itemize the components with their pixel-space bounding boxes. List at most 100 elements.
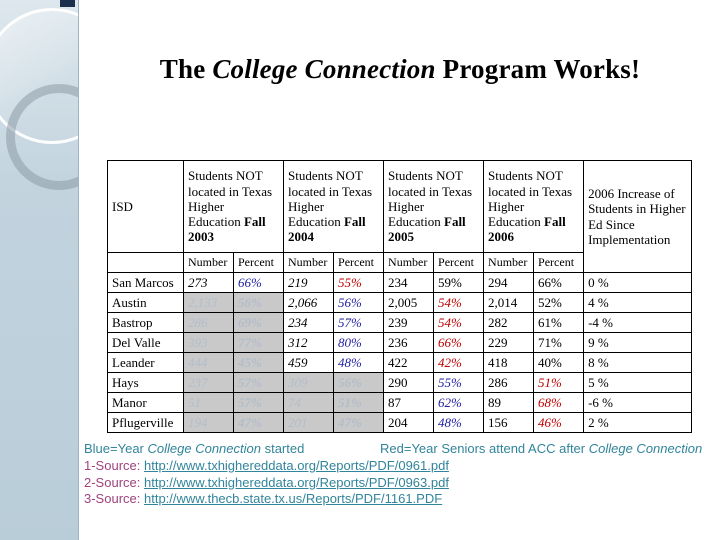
source-link[interactable]: http://www.thecb.state.tx.us/Reports/PDF… bbox=[144, 491, 443, 506]
isd-name: Leander bbox=[107, 352, 184, 373]
cell: 312 bbox=[283, 332, 335, 353]
title-italic: College Connection bbox=[212, 54, 436, 84]
table-row: San Marcos 273 66% 219 55% 234 59% 294 6… bbox=[107, 272, 693, 293]
cell: 2,005 bbox=[383, 292, 435, 313]
cell: 48% bbox=[333, 352, 385, 373]
subheader-number: Number bbox=[183, 252, 234, 273]
cell: 459 bbox=[283, 352, 335, 373]
subheader-percent: Percent bbox=[232, 252, 285, 273]
cell: 46% bbox=[533, 412, 585, 433]
cell: 66% bbox=[433, 332, 485, 353]
cell-hidden: 194 bbox=[183, 412, 234, 433]
cell: 61% bbox=[533, 312, 585, 333]
cell: 87 bbox=[383, 392, 435, 413]
cell: 59% bbox=[433, 272, 485, 293]
page-title: The College Connection Program Works! bbox=[90, 54, 710, 85]
cell: 40% bbox=[533, 352, 585, 373]
cell-hidden: 56% bbox=[232, 292, 285, 313]
isd-name: San Marcos bbox=[107, 272, 184, 293]
isd-name: Bastrop bbox=[107, 312, 184, 333]
cell: 55% bbox=[433, 372, 485, 393]
cell: 204 bbox=[383, 412, 435, 433]
legend-red-italic: College Connection bbox=[588, 441, 703, 456]
legend-red-pre: Red=Year Seniors attend ACC after bbox=[380, 441, 589, 456]
cell: 80% bbox=[333, 332, 385, 353]
increase-cell: 0 % bbox=[583, 272, 693, 293]
cell-hidden: 51% bbox=[333, 392, 385, 413]
source-link[interactable]: http://www.txhighereddata.org/Reports/PD… bbox=[144, 458, 449, 473]
subheader-number: Number bbox=[483, 252, 535, 273]
increase-cell: 8 % bbox=[583, 352, 693, 373]
title-part1: The bbox=[159, 54, 213, 84]
corner-accent-block bbox=[60, 0, 75, 7]
cell: 422 bbox=[383, 352, 435, 373]
increase-header-cell: 2006 Increase of Students in Higher Ed S… bbox=[583, 160, 693, 273]
cell-hidden: 57% bbox=[232, 372, 285, 393]
source-line-2: 2-Source: http://www.txhighereddata.org/… bbox=[84, 475, 716, 492]
cell: 219 bbox=[283, 272, 335, 293]
cell-hidden: 77% bbox=[232, 332, 285, 353]
cell-hidden: 69% bbox=[232, 312, 285, 333]
year-header-bold: Fall 2003 bbox=[188, 214, 266, 245]
empty-cell bbox=[107, 252, 184, 273]
cell-hidden: 286 bbox=[183, 312, 234, 333]
table-subheader-row: Number Percent Number Percent Number Per… bbox=[107, 252, 692, 273]
year-header-2005: Students NOT located in Texas Higher Edu… bbox=[383, 160, 485, 253]
cell-hidden: 47% bbox=[333, 412, 385, 433]
cell: 156 bbox=[483, 412, 535, 433]
isd-header-cell: ISD bbox=[107, 160, 184, 253]
legend-blue: Blue=Year College Connection started bbox=[84, 441, 304, 456]
subheader-percent: Percent bbox=[333, 252, 385, 273]
cell: 55% bbox=[333, 272, 385, 293]
year-header-bold: Fall 2005 bbox=[388, 214, 466, 245]
increase-cell: 2 % bbox=[583, 412, 693, 433]
cell: 273 bbox=[183, 272, 234, 293]
cell: 57% bbox=[333, 312, 385, 333]
year-header-bold: Fall 2006 bbox=[488, 214, 566, 245]
cell-hidden: 74 bbox=[283, 392, 335, 413]
decorative-circle-gray-icon bbox=[6, 84, 78, 190]
cell: 418 bbox=[483, 352, 535, 373]
table-header-row: ISD Students NOT located in Texas Higher… bbox=[107, 160, 693, 273]
year-header-2003: Students NOT located in Texas Higher Edu… bbox=[182, 160, 285, 253]
cell-hidden: 2,133 bbox=[183, 292, 234, 313]
source-label: 2-Source: bbox=[84, 474, 141, 490]
table-row: Pflugerville 194 47% 201 47% 204 48% 156… bbox=[107, 412, 693, 433]
table-row: Del Valle 393 77% 312 80% 236 66% 229 71… bbox=[107, 332, 693, 353]
cell: 89 bbox=[483, 392, 535, 413]
source-label: 1-Source: bbox=[84, 458, 141, 473]
cell-hidden: 57% bbox=[232, 392, 285, 413]
isd-name: Manor bbox=[107, 392, 184, 413]
cell: 286 bbox=[483, 372, 535, 393]
table-row: Hays 237 57% 309 56% 290 55% 286 51% 5 % bbox=[107, 372, 693, 393]
isd-name: Pflugerville bbox=[107, 412, 184, 433]
cell: 48% bbox=[433, 412, 485, 433]
cell: 51% bbox=[533, 372, 585, 393]
subheader-percent: Percent bbox=[433, 252, 485, 273]
cell-hidden: 47% bbox=[232, 412, 285, 433]
isd-name: Hays bbox=[107, 372, 184, 393]
cell: 290 bbox=[383, 372, 435, 393]
cell-hidden: 393 bbox=[183, 332, 234, 353]
cell: 62% bbox=[433, 392, 485, 413]
slide-sidebar bbox=[0, 0, 79, 540]
increase-cell: -4 % bbox=[583, 312, 693, 333]
year-header-text: Students NOT located in Texas Higher Edu… bbox=[388, 168, 473, 230]
table-row: Austin 2,133 56% 2,066 56% 2,005 54% 2,0… bbox=[107, 292, 693, 313]
subheader-number: Number bbox=[383, 252, 435, 273]
legend-blue-post: started bbox=[260, 441, 305, 456]
source-link[interactable]: http://www.txhighereddata.org/Reports/PD… bbox=[144, 474, 449, 490]
cell: 56% bbox=[333, 292, 385, 313]
cell: 2,066 bbox=[283, 292, 335, 313]
year-header-bold: Fall 2004 bbox=[288, 214, 366, 245]
increase-cell: 9 % bbox=[583, 332, 693, 353]
year-header-text: Students NOT located in Texas Higher Edu… bbox=[188, 168, 273, 230]
table-row: Leander 444 45% 459 48% 422 42% 418 40% … bbox=[107, 352, 693, 373]
legend-blue-pre: Blue=Year bbox=[84, 441, 148, 456]
cell: 54% bbox=[433, 312, 485, 333]
cell-hidden: 201 bbox=[283, 412, 335, 433]
color-legend: Blue=Year College Connection started Red… bbox=[84, 441, 716, 458]
increase-cell: 4 % bbox=[583, 292, 693, 313]
footer: Blue=Year College Connection started Red… bbox=[84, 441, 716, 508]
cell: 229 bbox=[483, 332, 535, 353]
